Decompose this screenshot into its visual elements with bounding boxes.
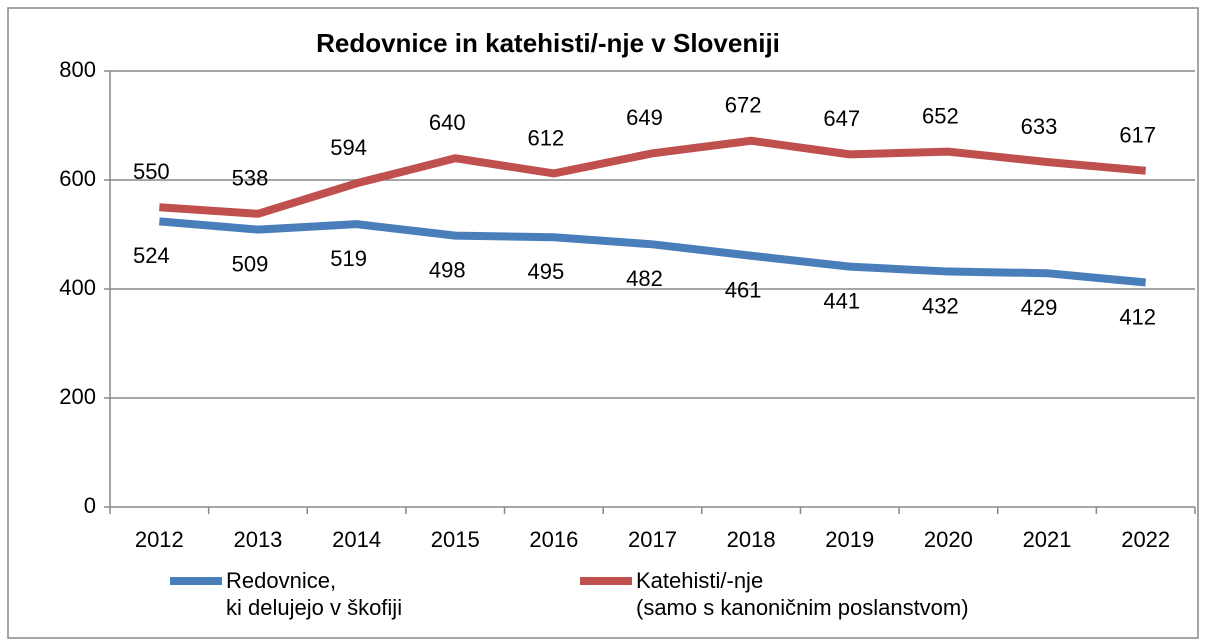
legend-label: Katehisti/-nje (samo s kanoničnim poslan…	[636, 568, 969, 620]
data-label: 652	[922, 103, 959, 128]
data-label: 461	[725, 278, 762, 303]
series-line	[159, 136, 1147, 218]
x-tick-label: 2021	[1023, 527, 1072, 552]
data-label: 550	[133, 159, 170, 184]
data-label: 432	[922, 293, 959, 318]
x-tick-label: 2018	[727, 527, 776, 552]
data-label: 649	[626, 105, 663, 130]
data-label: 538	[232, 166, 269, 191]
data-label: 594	[330, 135, 367, 160]
data-label: 524	[133, 243, 170, 268]
data-label: 672	[725, 93, 762, 118]
x-tick-label: 2012	[135, 527, 184, 552]
y-tick-label: 400	[59, 275, 96, 300]
data-label: 617	[1119, 123, 1156, 148]
y-tick-label: 0	[84, 493, 96, 518]
chart-border	[7, 7, 1199, 639]
series-line	[158, 217, 1147, 287]
x-tick-label: 2022	[1121, 527, 1170, 552]
y-tick-label: 600	[59, 166, 96, 191]
x-tick-label: 2016	[529, 527, 578, 552]
data-label: 482	[626, 266, 663, 291]
data-label: 509	[232, 251, 269, 276]
data-label: 519	[330, 246, 367, 271]
data-label: 441	[823, 288, 860, 313]
data-label: 429	[1021, 295, 1058, 320]
x-tick-label: 2020	[924, 527, 973, 552]
x-tick-label: 2019	[825, 527, 874, 552]
data-label: 495	[528, 259, 565, 284]
x-tick-label: 2013	[233, 527, 282, 552]
chart-title: Redovnice in katehisti/-nje v Sloveniji	[316, 28, 780, 58]
data-label: 412	[1119, 304, 1156, 329]
data-label: 647	[823, 106, 860, 131]
data-label: 498	[429, 257, 466, 282]
y-tick-label: 800	[59, 57, 96, 82]
legend-label: Redovnice, ki delujejo v škofiji	[226, 568, 403, 620]
data-label: 640	[429, 110, 466, 135]
y-tick-label: 200	[59, 384, 96, 409]
x-tick-label: 2017	[628, 527, 677, 552]
data-label: 633	[1021, 114, 1058, 139]
x-tick-label: 2015	[431, 527, 480, 552]
data-label: 612	[528, 125, 565, 150]
x-tick-label: 2014	[332, 527, 381, 552]
